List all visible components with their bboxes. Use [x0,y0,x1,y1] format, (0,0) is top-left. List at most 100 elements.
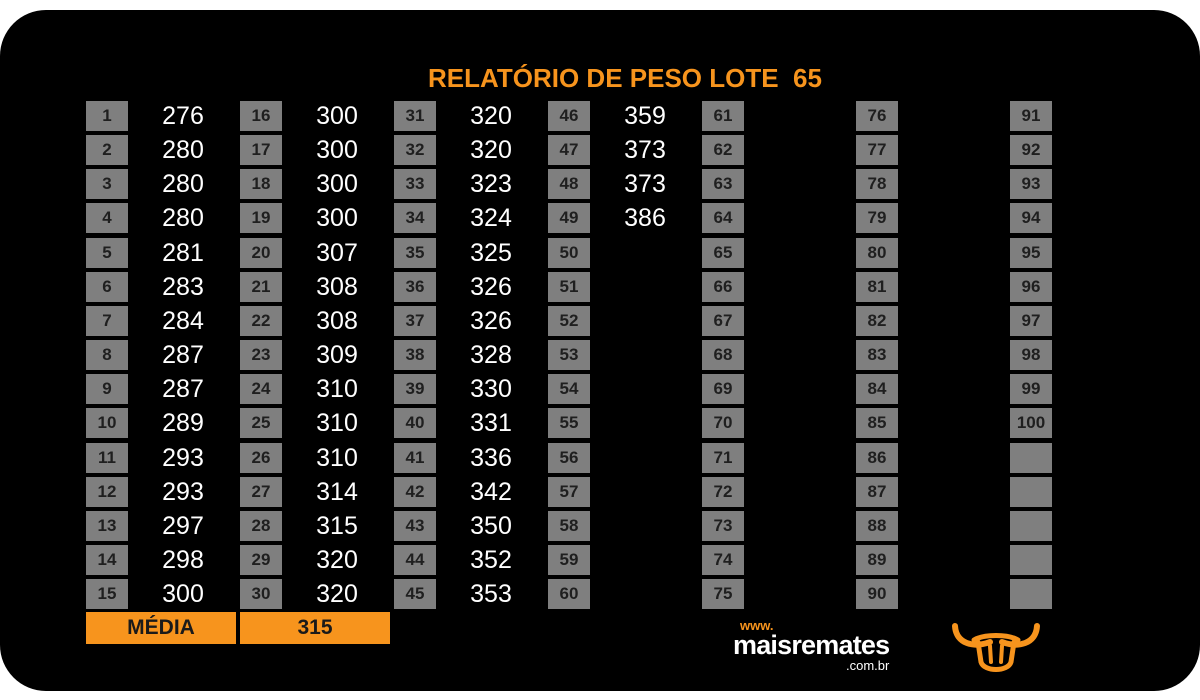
lot-number-cell: 8 [86,340,128,370]
lot-number-cell: 56 [548,442,590,473]
lot-number-cell: 59 [548,545,590,575]
lot-number-cell: 88 [856,510,898,541]
lot-weight: 353 [470,580,512,609]
lot-number-cell: 66 [702,271,744,302]
lot-number-cell: 15 [86,579,128,610]
lot-number-cell: 7 [86,305,128,336]
lot-number-cell: 21 [240,271,282,302]
blank-lot-cell [1010,510,1052,541]
blank-lot-cell [1010,579,1052,610]
lot-weight: 289 [162,409,204,438]
lot-number-cell: 71 [702,442,744,473]
lot-weight: 300 [162,580,204,609]
lot-number-cell: 45 [394,579,436,610]
lot-number-cell: 86 [856,442,898,473]
lot-weight: 300 [316,204,358,233]
lot-weight: 310 [316,375,358,404]
lot-weight: 287 [162,375,204,404]
lot-number-cell: 55 [548,408,590,439]
lot-number-cell: 4 [86,203,128,234]
lot-number-cell: 1 [86,101,128,131]
lot-number-cell: 36 [394,271,436,302]
lot-weight: 326 [470,306,512,335]
lot-number-cell: 42 [394,476,436,507]
lot-number-cell: 92 [1010,135,1052,166]
lot-number-cell: 57 [548,476,590,507]
lot-weight: 280 [162,136,204,165]
lot-weight: 308 [316,272,358,301]
lot-number-cell: 85 [856,408,898,439]
average-label: MÉDIA [86,612,236,644]
lot-weight: 297 [162,511,204,540]
lot-weight: 300 [316,102,358,130]
lot-number-cell: 68 [702,340,744,370]
lot-weight: 310 [316,443,358,472]
lot-number-cell: 33 [394,169,436,200]
lot-number-cell: 98 [1010,340,1052,370]
lot-weight: 300 [316,170,358,199]
lot-number-cell: 93 [1010,169,1052,200]
lot-number-cell: 95 [1010,237,1052,268]
lot-number-cell: 75 [702,579,744,610]
lot-number-cell: 64 [702,203,744,234]
lot-weight: 320 [470,136,512,165]
lot-number-cell: 6 [86,271,128,302]
lot-weight: 310 [316,409,358,438]
lot-number-cell: 20 [240,237,282,268]
lot-number-cell: 24 [240,374,282,405]
lot-number-cell: 34 [394,203,436,234]
lot-weight: 386 [624,204,666,233]
lot-weight: 308 [316,306,358,335]
lot-weight: 280 [162,170,204,199]
lot-number-cell: 90 [856,579,898,610]
lot-number-cell: 37 [394,305,436,336]
report-panel [0,10,1200,691]
lot-number-cell: 76 [856,101,898,131]
bull-head-icon [952,623,1040,672]
lot-weight: 284 [162,306,204,335]
lot-weight: 373 [624,170,666,199]
lot-number-cell: 22 [240,305,282,336]
lot-number-cell: 72 [702,476,744,507]
lot-number-cell: 70 [702,408,744,439]
lot-number-cell: 18 [240,169,282,200]
lot-weight: 342 [470,477,512,506]
lot-number-cell: 65 [702,237,744,268]
lot-number-cell: 13 [86,510,128,541]
lot-number-cell: 79 [856,203,898,234]
lot-number-cell: 5 [86,237,128,268]
lot-number-cell: 53 [548,340,590,370]
brand-domain: .com.br [846,658,890,673]
lot-weight: 373 [624,136,666,165]
lot-weight: 326 [470,272,512,301]
lot-number-cell: 11 [86,442,128,473]
lot-number-cell: 50 [548,237,590,268]
lot-weight: 352 [470,546,512,574]
lot-number-cell: 51 [548,271,590,302]
lot-number-cell: 23 [240,340,282,370]
lot-number-cell: 97 [1010,305,1052,336]
lot-number-cell: 44 [394,545,436,575]
lot-number-cell: 94 [1010,203,1052,234]
lot-weight: 298 [162,546,204,574]
lot-number-cell: 83 [856,340,898,370]
lot-number-cell: 2 [86,135,128,166]
lot-weight: 283 [162,272,204,301]
lot-weight: 324 [470,204,512,233]
lot-number-cell: 82 [856,305,898,336]
lot-weight: 330 [470,375,512,404]
lot-number-cell: 91 [1010,101,1052,131]
lot-weight: 350 [470,511,512,540]
lot-number-cell: 43 [394,510,436,541]
lot-number-cell: 28 [240,510,282,541]
lot-number-cell: 84 [856,374,898,405]
lot-weight: 293 [162,477,204,506]
lot-number-cell: 69 [702,374,744,405]
lot-weight: 307 [316,238,358,267]
lot-weight: 281 [162,238,204,267]
lot-weight: 320 [316,546,358,574]
lot-number-cell: 48 [548,169,590,200]
lot-number-cell: 32 [394,135,436,166]
blank-lot-cell [1010,442,1052,473]
lot-number-cell: 19 [240,203,282,234]
